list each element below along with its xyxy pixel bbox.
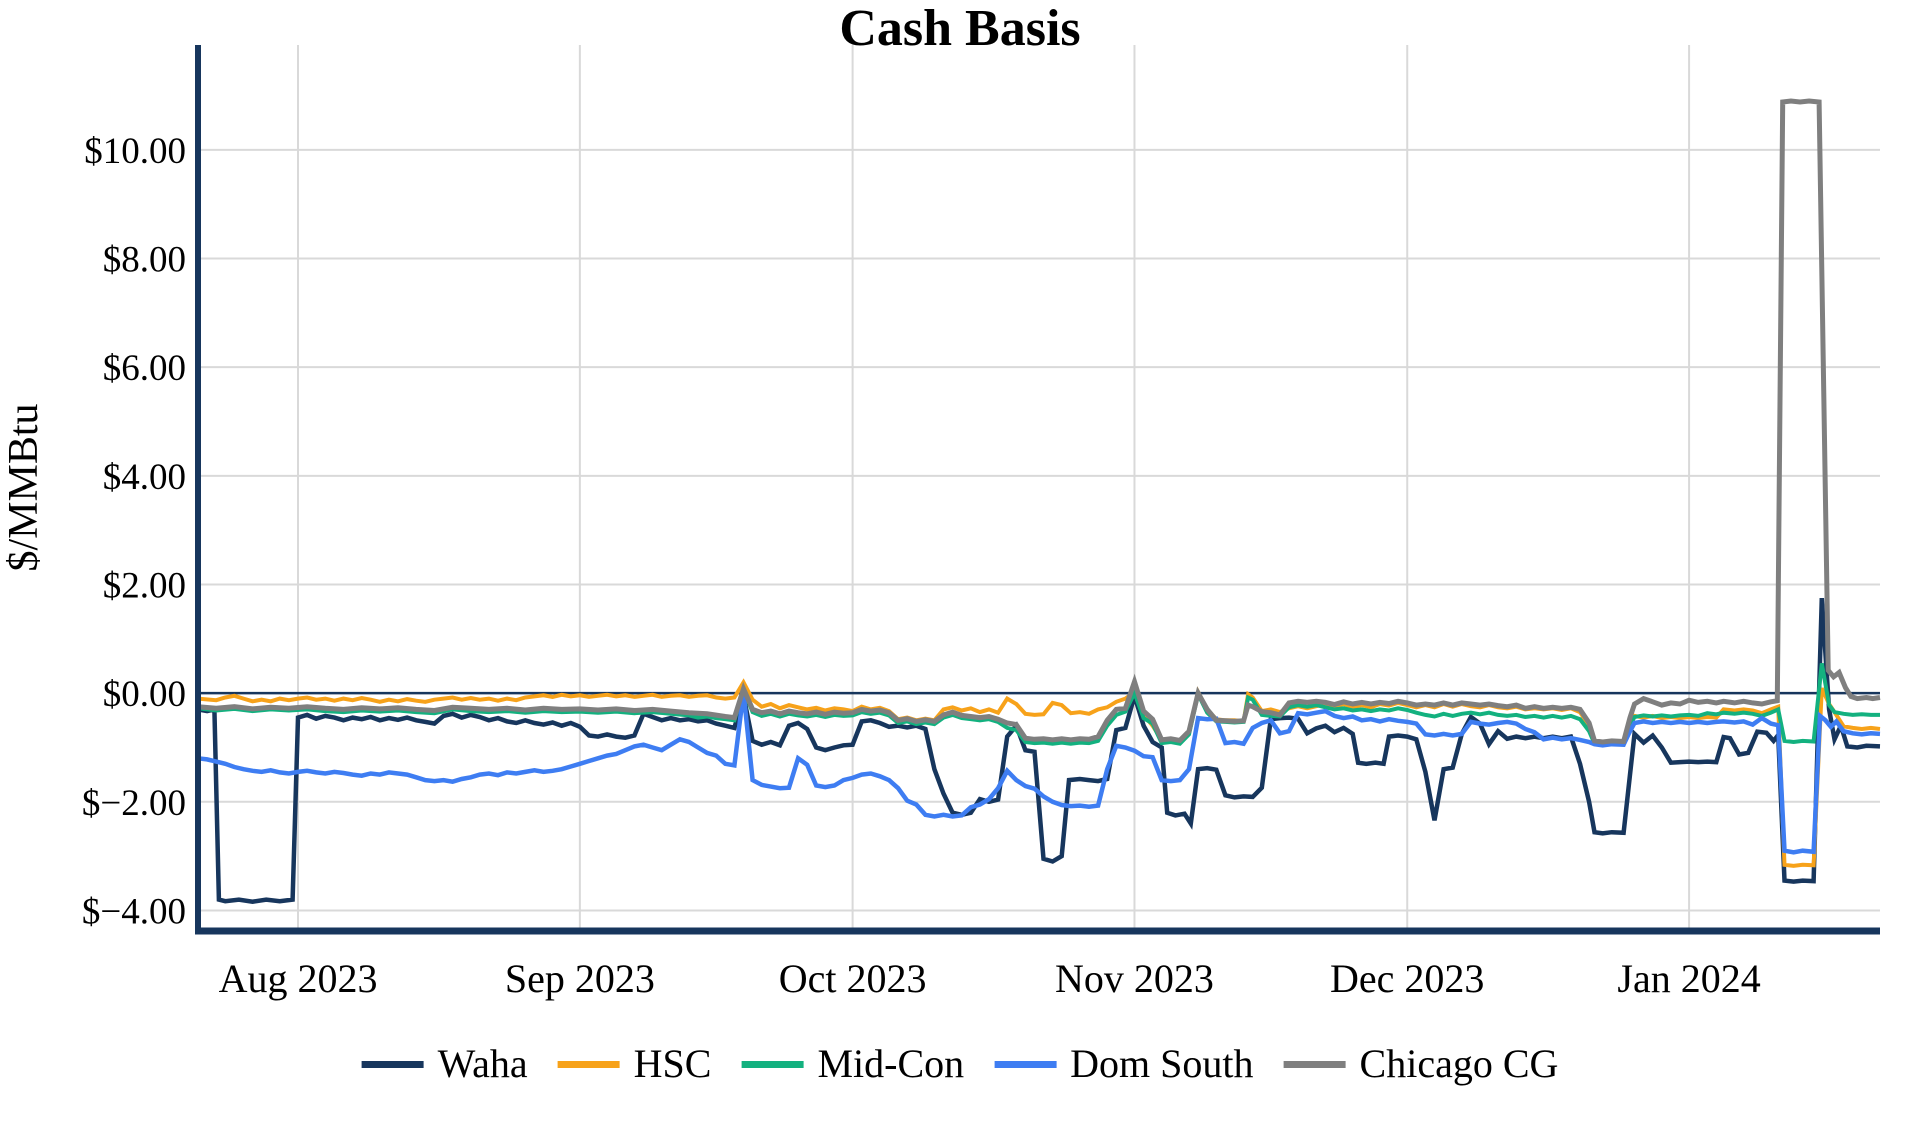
legend-label: Chicago CG — [1359, 1041, 1559, 1086]
chart-title: Cash Basis — [839, 0, 1081, 57]
series-line-mid-con — [197, 662, 1880, 747]
x-tick-label: Dec 2023 — [1330, 956, 1484, 1001]
x-tick-label: Oct 2023 — [779, 956, 927, 1001]
x-tick-label: Nov 2023 — [1055, 956, 1214, 1001]
y-tick-label: $−2.00 — [82, 783, 186, 824]
x-tick-label: Sep 2023 — [505, 956, 655, 1001]
x-tick-label: Aug 2023 — [219, 956, 378, 1001]
y-axis-title: $/MMBtu — [1, 403, 47, 571]
y-tick-label: $2.00 — [103, 565, 186, 606]
legend-label: Mid-Con — [817, 1041, 965, 1086]
y-tick-label: $8.00 — [103, 240, 186, 281]
x-tick-label: Jan 2024 — [1617, 956, 1760, 1001]
legend-item-waha: Waha — [361, 1040, 528, 1088]
y-tick-label: $0.00 — [103, 674, 186, 715]
series-line-waha — [197, 597, 1881, 904]
legend-item-hsc: HSC — [557, 1040, 712, 1088]
legend-label: Waha — [437, 1041, 528, 1086]
y-tick-label: $4.00 — [103, 457, 186, 498]
y-tick-label: $6.00 — [103, 348, 186, 389]
legend-item-chicago-cg: Chicago CG — [1283, 1040, 1559, 1088]
legend-item-dom-south: Dom South — [994, 1040, 1254, 1088]
legend-swatch-mid-con — [741, 1060, 804, 1068]
y-tick-label: $−4.00 — [82, 891, 186, 932]
y-tick-label: $10.00 — [84, 131, 186, 172]
series-line-dom-south — [197, 691, 1881, 855]
legend-swatch-hsc — [557, 1060, 620, 1068]
legend: Waha HSC Mid-Con Dom South Chicago CG — [361, 1040, 1559, 1088]
legend-item-mid-con: Mid-Con — [741, 1040, 964, 1088]
legend-swatch-dom-south — [994, 1060, 1057, 1068]
legend-swatch-waha — [361, 1060, 424, 1068]
series-line-chicago-cg — [197, 98, 1881, 745]
legend-label: HSC — [633, 1041, 712, 1086]
legend-swatch-chicago-cg — [1283, 1060, 1346, 1068]
legend-label: Dom South — [1070, 1041, 1254, 1086]
